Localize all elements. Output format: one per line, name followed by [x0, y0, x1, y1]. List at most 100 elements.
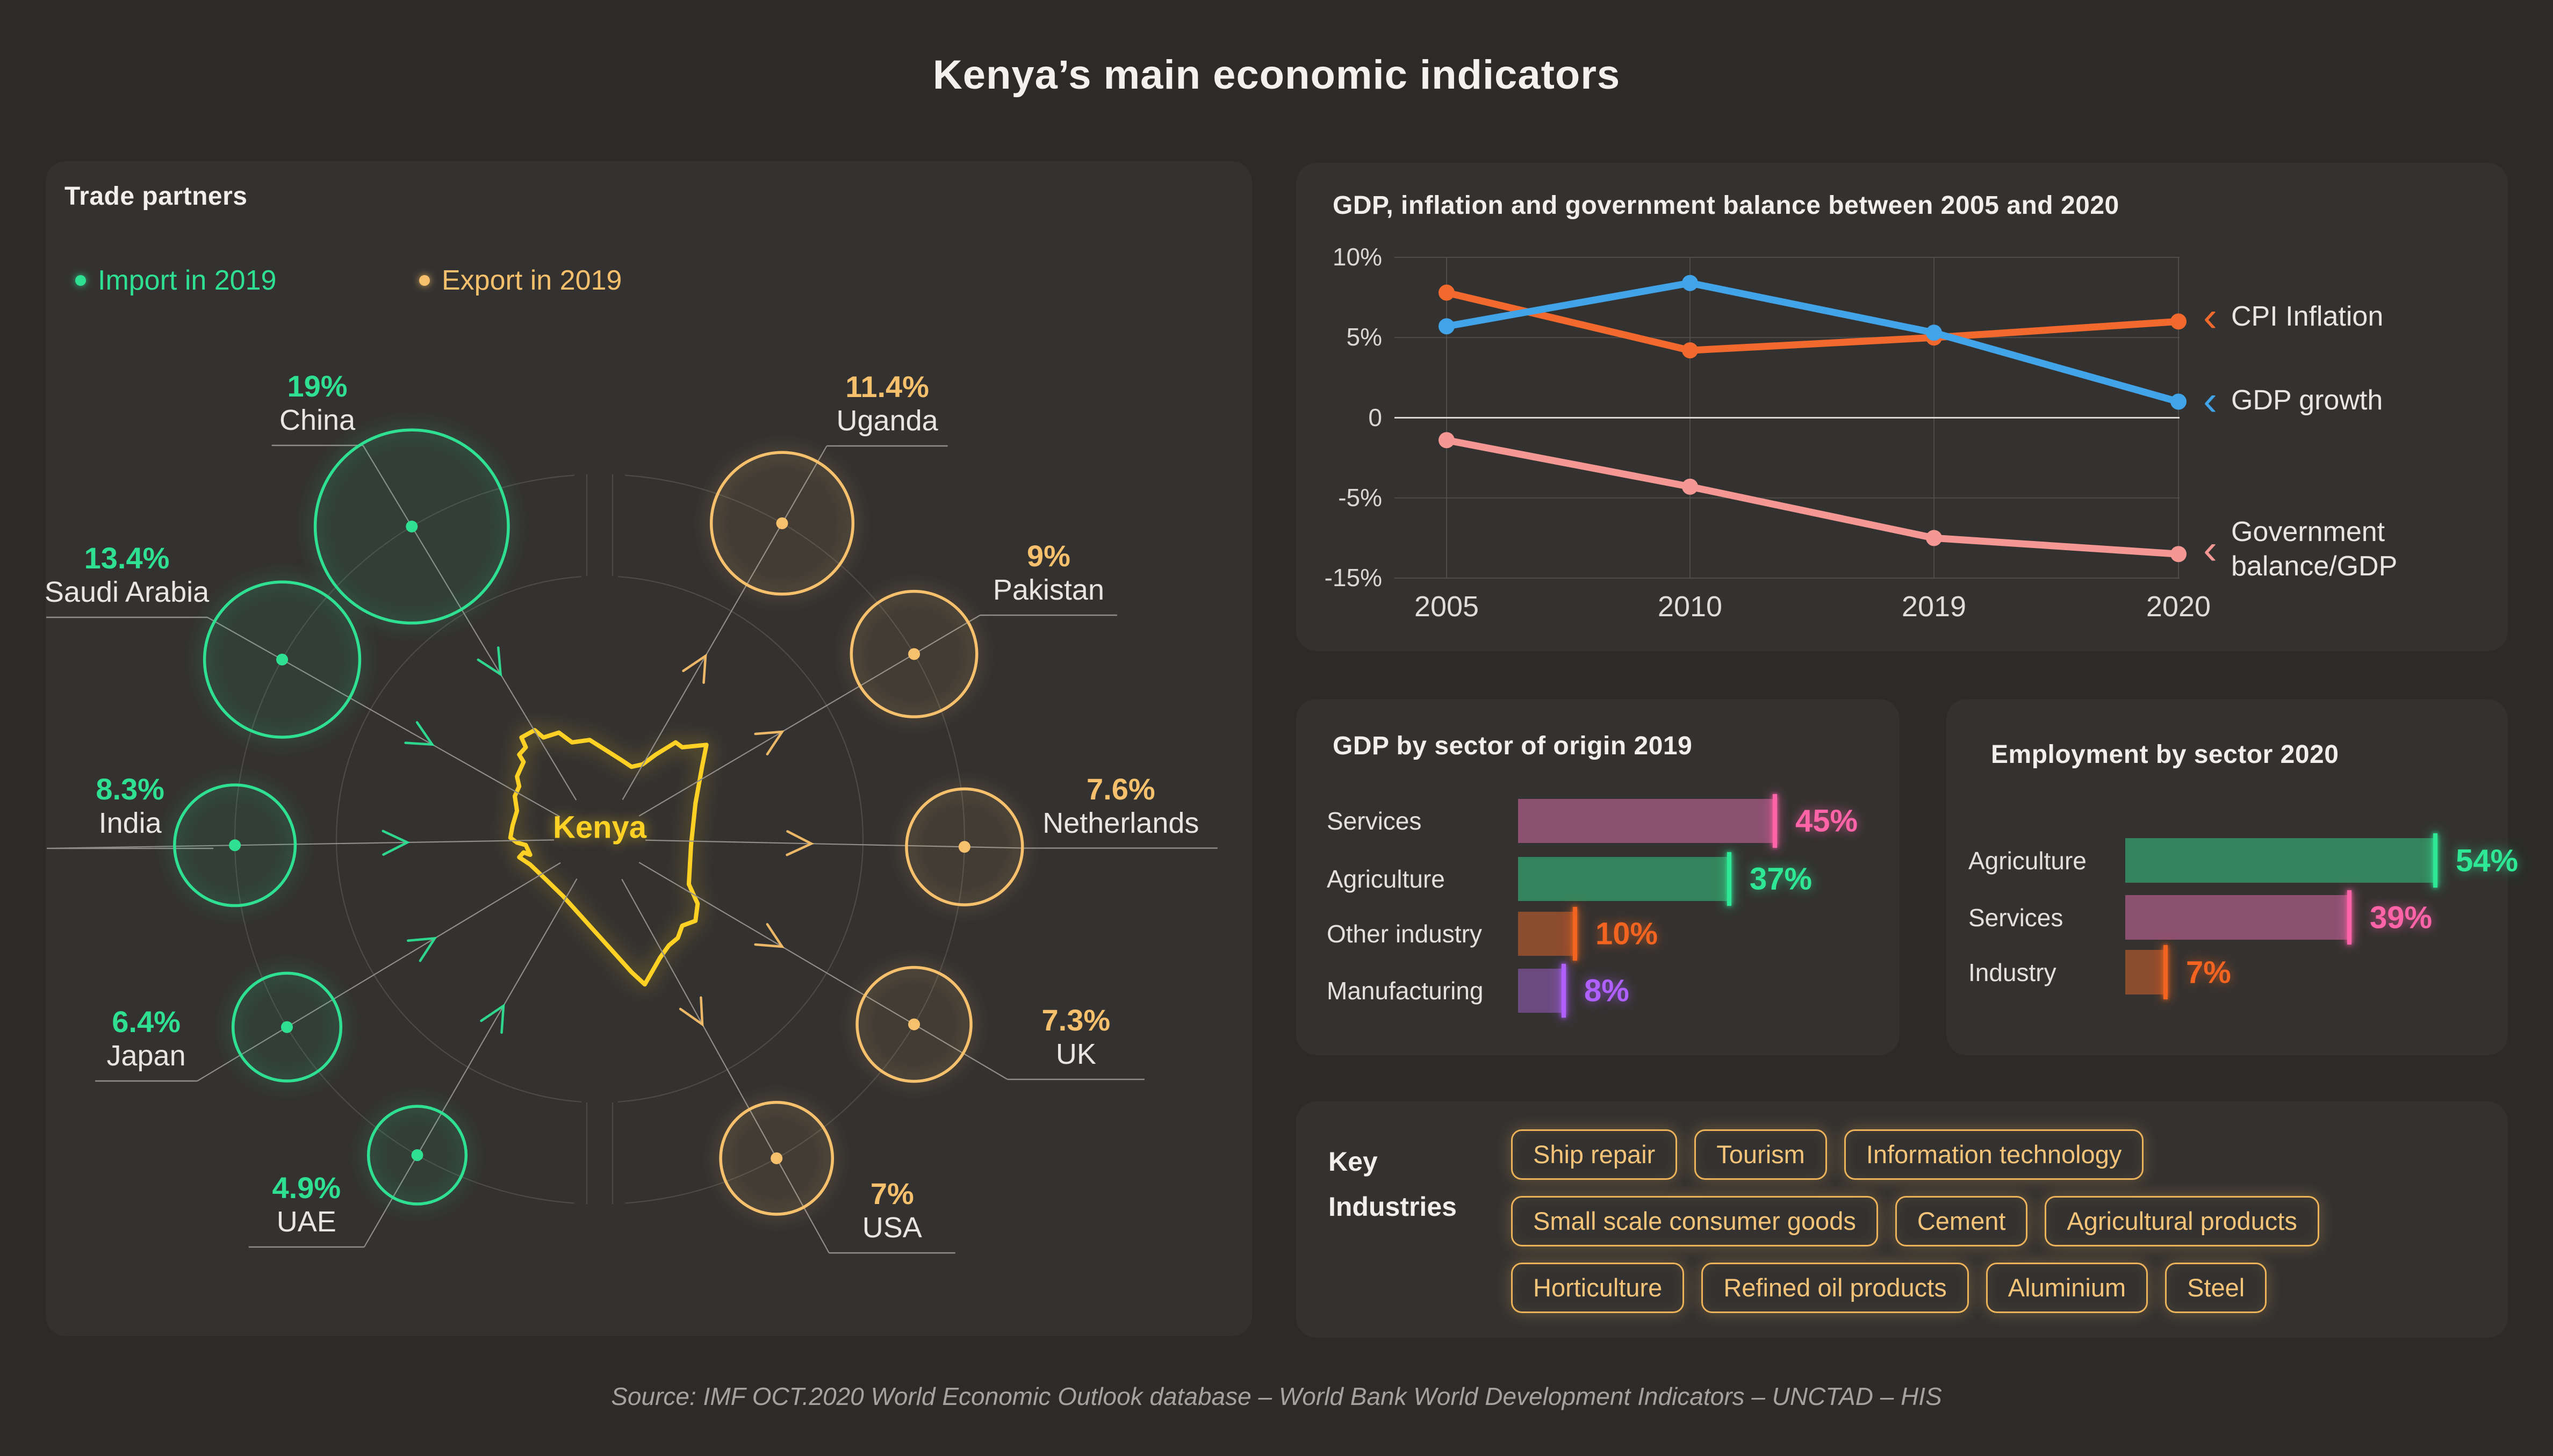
- employment-panel-title: Employment by sector 2020: [1991, 740, 2339, 769]
- legend-label: balance/GDP: [2231, 551, 2398, 582]
- import-flow-arrow-icon: [382, 830, 411, 856]
- bar-label: Agriculture: [1327, 865, 1445, 893]
- trade-partner-label-uganda: 11.4% Uganda: [837, 370, 938, 437]
- bar: [1518, 852, 1731, 906]
- trade-partner-label-uae: 4.9% UAE: [272, 1171, 341, 1238]
- industry-tag: Cement: [1895, 1196, 2028, 1246]
- industry-tag: Refined oil products: [1701, 1263, 1969, 1313]
- partner-country: Saudi Arabia: [44, 576, 210, 608]
- partner-value: 6.4%: [112, 1005, 181, 1039]
- series-point: [2170, 393, 2187, 410]
- legend-label: Government: [2231, 516, 2385, 547]
- partner-country: China: [279, 404, 356, 436]
- bar-label: Agriculture: [1968, 846, 2087, 875]
- bar: [2125, 833, 2437, 888]
- partner-value: 7.6%: [1086, 772, 1155, 806]
- partner-country: Uganda: [836, 405, 938, 437]
- series-line-2: [1443, 436, 2182, 558]
- trade-partner-label-pakistan: 9% Pakistan: [993, 539, 1104, 607]
- legend-arrow-icon: ‹: [2203, 525, 2217, 573]
- import-flow-arrow-icon: [404, 721, 435, 746]
- page-title: Kenya’s main economic indicators: [932, 52, 1621, 98]
- legend-item-gdp-growth: ‹ GDP growth: [2203, 379, 2383, 421]
- macro-indicators-panel: GDP, inflation and government balance be…: [1296, 163, 2508, 651]
- key-industries-panel: Key Industries Ship repair Tourism Informa…: [1296, 1101, 2508, 1338]
- partner-country: India: [98, 807, 162, 840]
- ring-arc: [625, 474, 966, 1204]
- import-flow-arrow-icon: [477, 646, 502, 677]
- bar-row: Other industry 10%: [1296, 907, 1900, 961]
- line-chart-title: GDP, inflation and government balance be…: [1333, 191, 2119, 220]
- bar-accent-edge: [1727, 852, 1731, 906]
- export-flow-arrow-icon: [679, 996, 704, 1027]
- line-chart: [1394, 257, 2187, 579]
- bar-accent-edge: [2163, 945, 2168, 999]
- bar-row: Services 39%: [1946, 890, 2508, 945]
- export-legend-item: Export in 2019: [419, 264, 622, 297]
- trade-partner-label-india: 8.3% India: [96, 772, 164, 840]
- trade-spoke: [363, 878, 578, 1248]
- partner-value: 19%: [287, 369, 348, 403]
- bar-row: Manufacturing 8%: [1296, 964, 1900, 1018]
- gdp-by-sector-panel: GDP by sector of origin 2019 Services 45…: [1296, 699, 1900, 1055]
- employment-by-sector-panel: Employment by sector 2020 Agriculture 54…: [1946, 699, 2518, 1055]
- bar-accent-edge: [1573, 907, 1577, 961]
- trade-radial-diagram: [46, 428, 1218, 1254]
- partner-value: 4.9%: [272, 1171, 341, 1205]
- y-tick: 5%: [1346, 323, 1382, 351]
- series-point: [1682, 478, 1698, 495]
- partner-country: Netherlands: [1042, 806, 1199, 839]
- bar-accent-edge: [1773, 794, 1777, 848]
- industry-tag: Tourism: [1694, 1129, 1827, 1180]
- bar-label: Other industry: [1327, 920, 1482, 948]
- trade-spoke: [197, 862, 561, 1082]
- trade-spoke: [621, 878, 830, 1253]
- partner-value: 8.3%: [96, 772, 164, 806]
- industry-tag: Ship repair: [1511, 1129, 1678, 1180]
- legend-label: GDP growth: [2231, 385, 2383, 416]
- partner-value: 7%: [870, 1177, 914, 1210]
- partner-value: 11.4%: [845, 370, 929, 403]
- partner-bubble-center-dot: [771, 1152, 783, 1164]
- bar-row: Industry 7%: [1946, 945, 2508, 999]
- series-point: [2170, 546, 2187, 563]
- trade-spoke: [638, 862, 1008, 1080]
- partner-value: 13.4%: [84, 541, 170, 575]
- bar-value: 54%: [2456, 843, 2519, 878]
- bar-value: 10%: [1595, 916, 1658, 952]
- trade-partner-label-china: 19% China: [279, 369, 355, 437]
- kenya-center-label: Kenya: [552, 810, 647, 845]
- industry-tag: Horticulture: [1511, 1263, 1685, 1313]
- bar: [2125, 945, 2168, 999]
- bar-row: Services 45%: [1296, 794, 1900, 848]
- series-point: [1682, 342, 1698, 359]
- series-point: [1439, 318, 1455, 335]
- x-tick: 2020: [2146, 590, 2211, 623]
- trade-partner-label-uk: 7.3% UK: [1042, 1003, 1111, 1071]
- export-flow-arrow-icon: [754, 923, 785, 948]
- trade-spoke: [638, 615, 981, 817]
- trade-panel-title: Trade partners: [64, 182, 248, 211]
- series-line-1: [1443, 279, 2182, 406]
- industry-tag: Aluminium: [1986, 1263, 2148, 1313]
- partner-bubble-center-dot: [908, 648, 920, 660]
- series-point: [1926, 530, 1942, 546]
- partner-bubble-center-dot: [229, 839, 241, 852]
- bar-accent-edge: [2433, 833, 2437, 888]
- trade-partner-label-saudi-arabia: 13.4% Saudi Arabia: [45, 541, 209, 609]
- export-flow-arrow-icon: [754, 730, 785, 755]
- industry-tag-row: Ship repair Tourism Information technology: [1511, 1129, 2319, 1180]
- export-flow-arrow-icon: [786, 830, 815, 856]
- trade-partner-label-usa: 7% USA: [862, 1177, 922, 1244]
- gdp-panel-title: GDP by sector of origin 2019: [1333, 732, 1693, 760]
- partner-bubble-center-dot: [776, 517, 788, 529]
- partner-country: Pakistan: [993, 574, 1104, 606]
- import-legend-item: Import in 2019: [75, 264, 276, 297]
- key-industries-label: Key Industries: [1328, 1147, 1457, 1222]
- bar-value: 39%: [2370, 900, 2433, 935]
- partner-country: UK: [1055, 1038, 1096, 1070]
- bar-row: Agriculture 54%: [1946, 833, 2518, 888]
- partner-country: USA: [862, 1212, 922, 1244]
- bar: [2125, 890, 2351, 945]
